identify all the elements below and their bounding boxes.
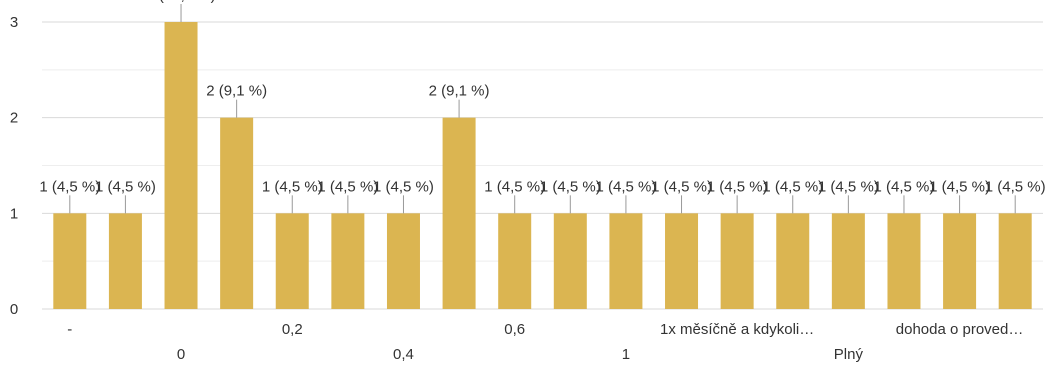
bar (887, 213, 921, 309)
bar (831, 213, 865, 309)
bar (331, 213, 365, 309)
bar (53, 213, 87, 309)
data-label: 1 (4,5 %) (985, 178, 1046, 195)
bar (553, 213, 587, 309)
bar (665, 213, 699, 309)
data-label: 1 (4,5 %) (540, 178, 601, 195)
bar (220, 117, 254, 310)
data-label: 1 (4,5 %) (874, 178, 935, 195)
data-label: 1 (4,5 %) (484, 178, 545, 195)
data-label: 2 (9,1 %) (206, 83, 267, 100)
bar (498, 213, 532, 309)
y-tick-label: 2 (10, 110, 18, 127)
x-tick-label: 1 (622, 346, 630, 363)
data-labels: 1 (4,5 %)1 (4,5 %)3 (13,6 %)2 (9,1 %)1 (… (39, 0, 1045, 195)
x-tick-label: 0,2 (282, 321, 303, 338)
gridlines (42, 21, 1043, 310)
x-tick-label: 1x měsíčně a kdykoli… (660, 321, 814, 338)
x-tick-label: 0,4 (393, 346, 414, 363)
x-tick-label: 0,6 (504, 321, 525, 338)
x-tick-label: dohoda o proved… (896, 321, 1024, 338)
data-label: 3 (13,6 %) (146, 0, 215, 4)
data-label: 1 (4,5 %) (707, 178, 768, 195)
data-label: 1 (4,5 %) (262, 178, 323, 195)
y-tick-label: 1 (10, 205, 18, 222)
bar (609, 213, 643, 309)
data-label: 1 (4,5 %) (373, 178, 434, 195)
bar (386, 213, 420, 309)
bar (720, 213, 754, 309)
bars (53, 22, 1032, 310)
bar (776, 213, 810, 309)
bar (275, 213, 309, 309)
y-axis-ticks: 0 1 2 3 (10, 14, 18, 318)
x-tick-label: - (67, 321, 72, 338)
data-label: 2 (9,1 %) (429, 83, 490, 100)
data-label: 1 (4,5 %) (317, 178, 378, 195)
data-label: 1 (4,5 %) (818, 178, 879, 195)
label-leader-lines (69, 4, 1016, 214)
bar (998, 213, 1032, 309)
data-label: 1 (4,5 %) (762, 178, 823, 195)
data-label: 1 (4,5 %) (595, 178, 656, 195)
x-tick-label: 0 (177, 346, 185, 363)
bar (442, 117, 476, 310)
bar (164, 22, 198, 309)
y-tick-label: 3 (10, 14, 18, 31)
data-label: 1 (4,5 %) (651, 178, 712, 195)
bar (943, 213, 977, 309)
x-tick-label: Plný (834, 346, 864, 363)
x-axis-ticks: - 0 0,2 0,4 0,6 1 1x měsíčně a kdykoli… Plný doh… (67, 321, 1023, 363)
y-tick-label: 0 (10, 301, 18, 318)
data-label: 1 (4,5 %) (39, 178, 100, 195)
data-label: 1 (4,5 %) (95, 178, 156, 195)
bar (108, 213, 142, 309)
data-label: 1 (4,5 %) (929, 178, 990, 195)
